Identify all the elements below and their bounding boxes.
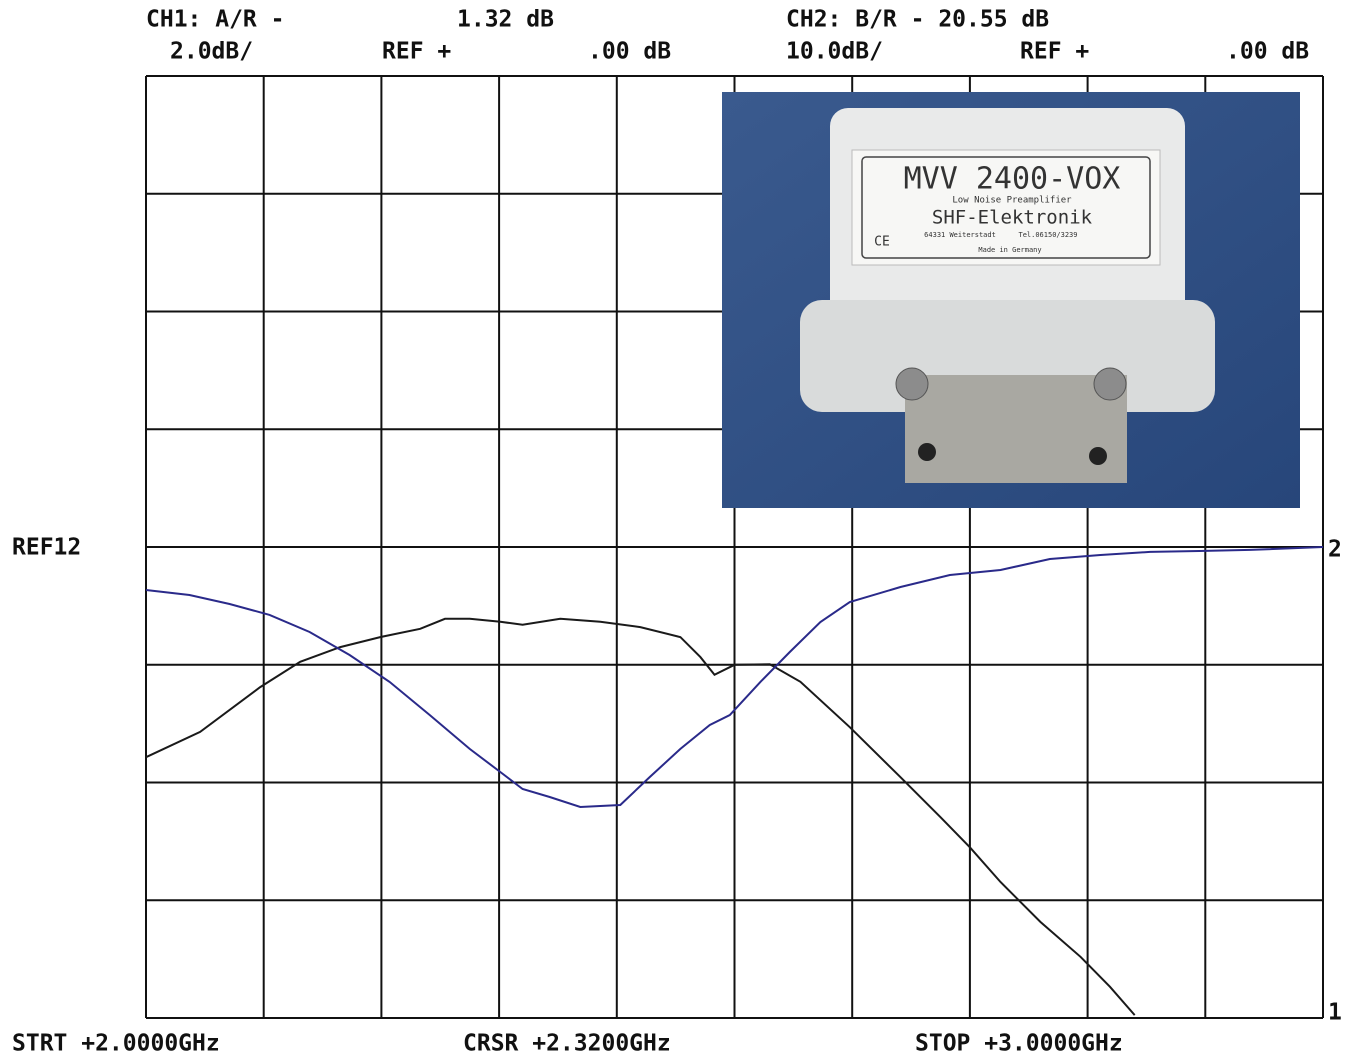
manufacturer: SHF-Elektronik — [932, 207, 1093, 229]
product-photo: MVV 2400-VOX Low Noise Preamplifier SHF-… — [722, 92, 1300, 508]
stop-freq: STOP +3.0000GHz — [915, 1031, 1123, 1057]
phone: Tel.06150/3239 — [1018, 231, 1077, 239]
connector — [895, 367, 929, 401]
cursor-freq: CRSR +2.3200GHz — [463, 1031, 671, 1057]
bracket-hole — [1089, 447, 1107, 465]
model-name: MVV 2400-VOX — [904, 162, 1121, 197]
traces — [145, 546, 1324, 1016]
trace — [145, 546, 1324, 809]
address: 64331 Weiterstadt — [924, 231, 996, 239]
ch1-ref-value: .00 dB — [588, 39, 671, 65]
ch1-label: CH1: A/R - — [146, 7, 284, 33]
trace — [145, 617, 1136, 1016]
ch2-ref: REF + — [1020, 39, 1089, 65]
ref-label: REF12 — [12, 535, 81, 561]
start-freq: STRT +2.0000GHz — [12, 1031, 220, 1057]
ch2-scale: 10.0dB/ — [786, 39, 883, 65]
product-description: Low Noise Preamplifier — [952, 196, 1072, 206]
product-label — [851, 149, 1161, 266]
mounting-bracket — [905, 375, 1127, 483]
ch2-label: CH2: B/R - 20.55 dB — [786, 7, 1049, 33]
ch2-ref-value: .00 dB — [1226, 39, 1309, 65]
trace-1-marker: 1 — [1328, 1000, 1342, 1026]
ch1-ref: REF + — [382, 39, 451, 65]
ch1-scale: 2.0dB/ — [170, 39, 253, 65]
origin: Made in Germany — [978, 246, 1041, 254]
trace-2-marker: 2 — [1328, 537, 1342, 563]
connector — [1093, 367, 1127, 401]
ch1-reading: 1.32 dB — [457, 7, 554, 33]
label-border — [861, 156, 1151, 259]
ce-mark: CE — [874, 235, 890, 250]
bracket-hole — [918, 443, 936, 461]
